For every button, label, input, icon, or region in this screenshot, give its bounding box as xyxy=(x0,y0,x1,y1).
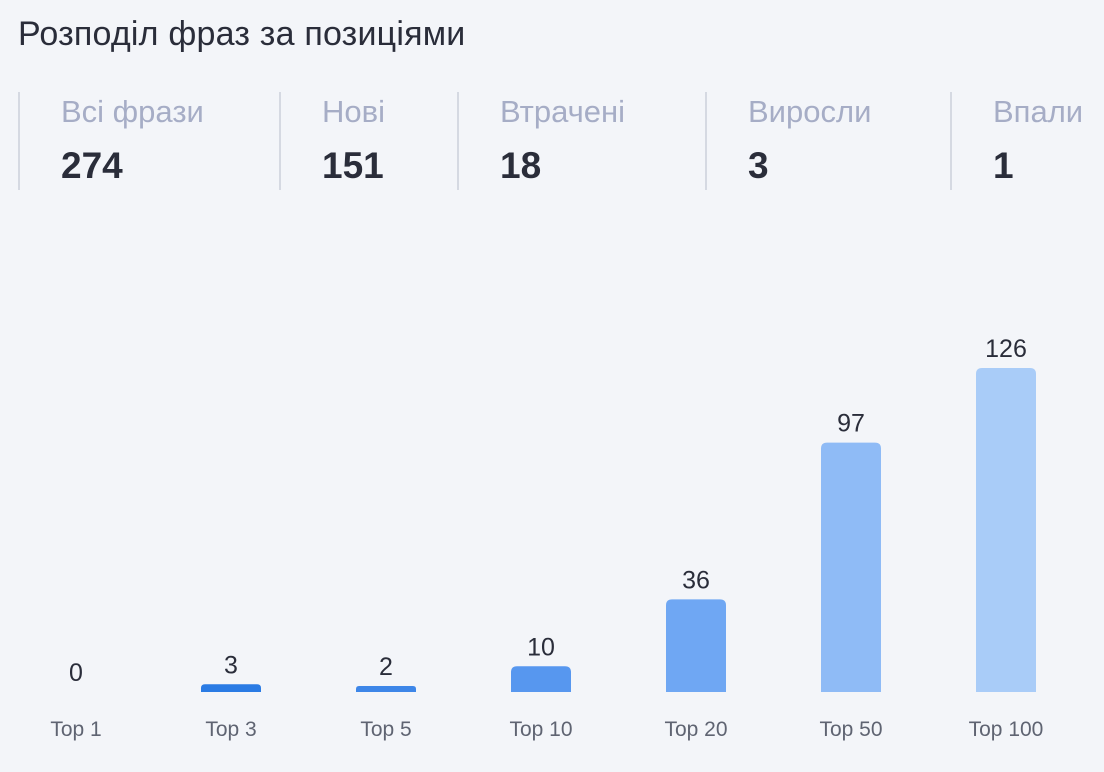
bar-top-50 xyxy=(821,442,881,692)
stat-label: Впали xyxy=(993,94,1084,129)
stat-label: Виросли xyxy=(748,94,872,129)
bar-value-label: 36 xyxy=(682,566,710,594)
bar-top-10 xyxy=(511,666,571,692)
category-label: Top 100 xyxy=(969,718,1044,741)
category-label: Top 50 xyxy=(819,718,882,741)
stat-grew: Виросли 3 xyxy=(705,92,951,190)
bar-top-5 xyxy=(356,686,416,692)
stat-value: 274 xyxy=(61,145,123,186)
stat-new: Нові 151 xyxy=(279,92,457,190)
bar-top-20 xyxy=(666,599,726,692)
stat-value: 151 xyxy=(322,145,384,186)
category-label: Top 20 xyxy=(664,718,727,741)
category-label: Top 1 xyxy=(50,718,101,741)
category-label: Top 10 xyxy=(509,718,572,741)
bar-value-label: 126 xyxy=(985,335,1027,363)
stat-value: 18 xyxy=(500,145,542,186)
category-label: Top 3 xyxy=(205,718,256,741)
position-bar-chart: 0 Top 1 3 Top 3 2 Top 5 10 Top 10 36 Top 20 97 Top … xyxy=(50,335,1044,741)
bar-value-label: 3 xyxy=(224,651,238,679)
bar-value-label: 0 xyxy=(69,659,83,687)
bar-value-label: 97 xyxy=(837,410,865,438)
category-label: Top 5 xyxy=(360,718,411,741)
stat-lost: Втрачені 18 xyxy=(457,92,706,190)
stat-label: Нові xyxy=(322,94,385,129)
stat-label: Всі фрази xyxy=(61,94,204,129)
bar-value-label: 2 xyxy=(379,653,393,681)
bar-top-100 xyxy=(976,368,1036,692)
stat-value: 3 xyxy=(748,145,769,186)
stat-label: Втрачені xyxy=(500,94,626,129)
bar-top-3 xyxy=(201,684,261,692)
stats-summary: Всі фрази 274 Нові 151 Втрачені 18 Вирос… xyxy=(18,92,1104,190)
stat-dropped: Впали 1 xyxy=(950,92,1104,190)
stat-all-phrases: Всі фрази 274 xyxy=(18,92,280,190)
bar-value-label: 10 xyxy=(527,633,555,661)
stat-value: 1 xyxy=(993,145,1014,186)
chart-title: Розподіл фраз за позиціями xyxy=(18,15,466,53)
